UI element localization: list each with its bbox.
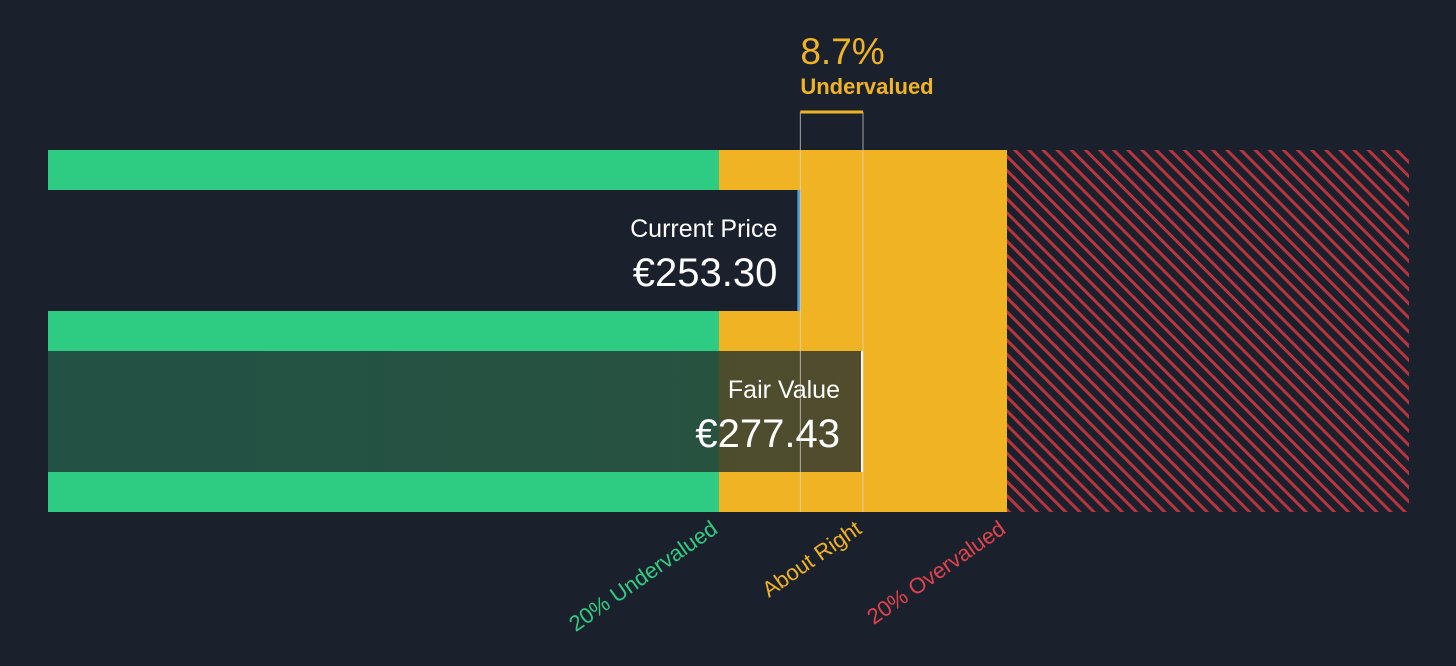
current-price-label: Current Price [630,215,777,243]
fair-value-value: €277.43 [695,412,840,456]
discount-percent: 8.7% [800,31,884,72]
zone-overvalued [1007,150,1409,512]
current-price-edge [797,190,801,311]
discount-label: Undervalued [800,74,933,99]
fair-value-edge [861,351,863,472]
fair-value-label: Fair Value [728,376,840,404]
current-price-bar [48,190,801,311]
current-price-value: €253.30 [633,251,778,295]
fair-value-bar [48,351,863,472]
